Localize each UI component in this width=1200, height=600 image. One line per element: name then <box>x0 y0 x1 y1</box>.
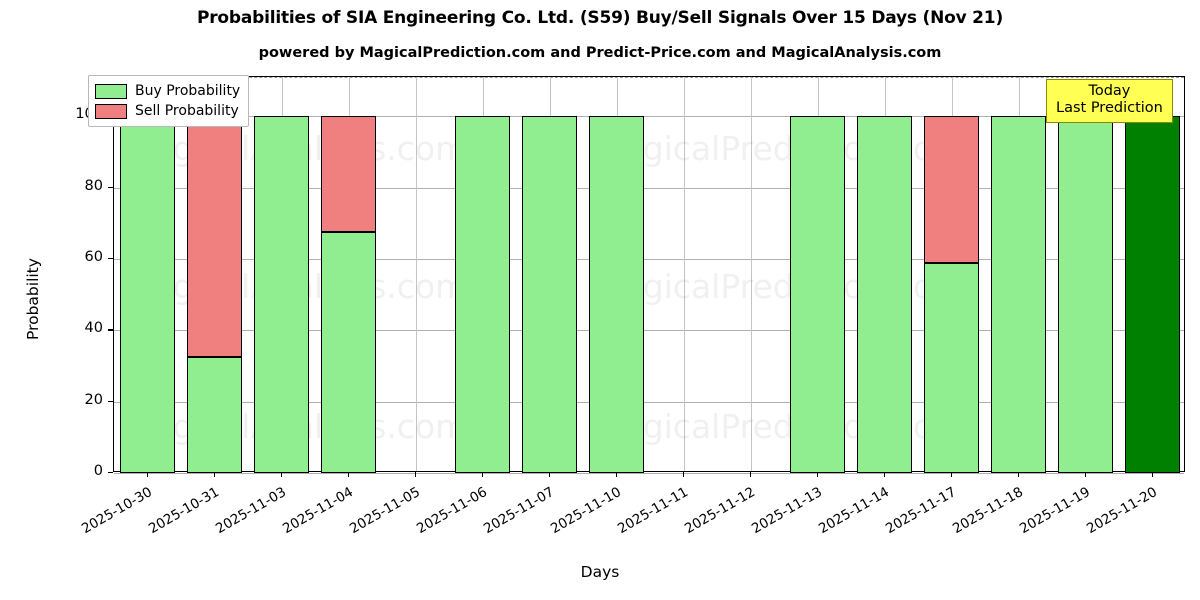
gridline-y <box>114 258 1184 260</box>
x-tick-mark <box>481 472 483 477</box>
gridline-x <box>683 77 685 471</box>
bar-group[interactable] <box>857 77 912 473</box>
x-tick-mark <box>1084 472 1086 477</box>
legend-swatch-sell-icon <box>95 103 127 119</box>
bar-segment-buy[interactable] <box>455 116 510 473</box>
bar-group[interactable] <box>991 77 1046 473</box>
y-tick-mark <box>108 400 113 402</box>
legend-swatch-buy-icon <box>95 83 127 99</box>
gridline-x <box>750 77 752 471</box>
x-tick-mark <box>213 472 215 477</box>
x-tick-mark <box>548 472 550 477</box>
y-tick-mark <box>108 329 113 331</box>
y-tick-label: 60 <box>84 248 103 265</box>
y-tick-mark <box>108 472 113 474</box>
legend-item-sell[interactable]: Sell Probability <box>95 101 240 121</box>
bar-segment-sell[interactable] <box>187 116 242 358</box>
x-tick-mark <box>950 472 952 477</box>
plot-area: MagicalAnalysis.comMagicalPrediction.com… <box>113 76 1185 474</box>
bar-segment-sell[interactable] <box>321 116 376 233</box>
bar-group[interactable] <box>455 77 510 473</box>
bar-segment-buy[interactable] <box>1058 116 1113 473</box>
bar-group[interactable] <box>1058 77 1113 473</box>
x-tick-mark <box>749 472 751 477</box>
bar-segment-buy[interactable] <box>254 116 309 473</box>
x-tick-mark <box>414 472 416 477</box>
bar-segment-sell[interactable] <box>924 116 979 263</box>
bar-segment-buy[interactable] <box>790 116 845 473</box>
y-tick-label: 80 <box>84 177 103 194</box>
bar-group[interactable] <box>589 77 644 473</box>
gridline-y <box>114 401 1184 403</box>
gridline-y <box>114 116 1184 118</box>
x-tick-mark <box>280 472 282 477</box>
bar-segment-buy[interactable] <box>991 116 1046 473</box>
gridline-y <box>114 473 1184 474</box>
y-tick-mark <box>108 186 113 188</box>
y-axis-title: Probability <box>24 258 42 340</box>
x-axis-title: Days <box>580 563 620 581</box>
today-annotation: Today Last Prediction <box>1046 79 1173 123</box>
bar-group[interactable] <box>1125 77 1180 473</box>
x-tick-mark <box>146 472 148 477</box>
page-subtitle: powered by MagicalPrediction.com and Pre… <box>258 45 942 61</box>
x-tick-mark <box>682 472 684 477</box>
y-tick-label: 0 <box>93 463 103 479</box>
bar-segment-buy[interactable] <box>857 116 912 473</box>
legend-label-sell: Sell Probability <box>135 103 239 119</box>
x-tick-mark <box>816 472 818 477</box>
gridline-y <box>114 330 1184 332</box>
bar-segment-buy[interactable] <box>924 262 979 473</box>
y-tick-label: 20 <box>84 391 103 408</box>
y-tick-label: 40 <box>84 320 103 337</box>
reference-dashed-line <box>114 77 1184 78</box>
bar-segment-buy[interactable] <box>120 116 175 473</box>
today-label: Today <box>1088 83 1131 99</box>
x-tick-mark <box>347 472 349 477</box>
bar-group[interactable] <box>790 77 845 473</box>
x-tick-mark <box>615 472 617 477</box>
bar-group[interactable] <box>254 77 309 473</box>
page-title: Probabilities of SIA Engineering Co. Ltd… <box>196 8 1004 28</box>
legend-item-buy[interactable]: Buy Probability <box>95 81 240 101</box>
bar-segment-buy[interactable] <box>187 357 242 473</box>
bar-segment-buy[interactable] <box>522 116 577 473</box>
bar-group[interactable] <box>321 77 376 473</box>
bar-group[interactable] <box>924 77 979 473</box>
gridline-y <box>114 187 1184 189</box>
bar-segment-buy[interactable] <box>321 232 376 473</box>
x-tick-mark <box>1017 472 1019 477</box>
gridline-x <box>415 77 417 471</box>
legend: Buy Probability Sell Probability <box>88 75 250 127</box>
legend-label-buy: Buy Probability <box>135 83 241 99</box>
bar-group[interactable] <box>120 77 175 473</box>
bar-segment-buy[interactable] <box>589 116 644 473</box>
bar-segment-today[interactable] <box>1125 116 1180 473</box>
x-tick-mark <box>883 472 885 477</box>
last-prediction-label: Last Prediction <box>1056 100 1163 116</box>
y-tick-mark <box>108 257 113 260</box>
bar-group[interactable] <box>187 77 242 473</box>
bar-group[interactable] <box>522 77 577 473</box>
x-tick-mark <box>1151 472 1153 477</box>
